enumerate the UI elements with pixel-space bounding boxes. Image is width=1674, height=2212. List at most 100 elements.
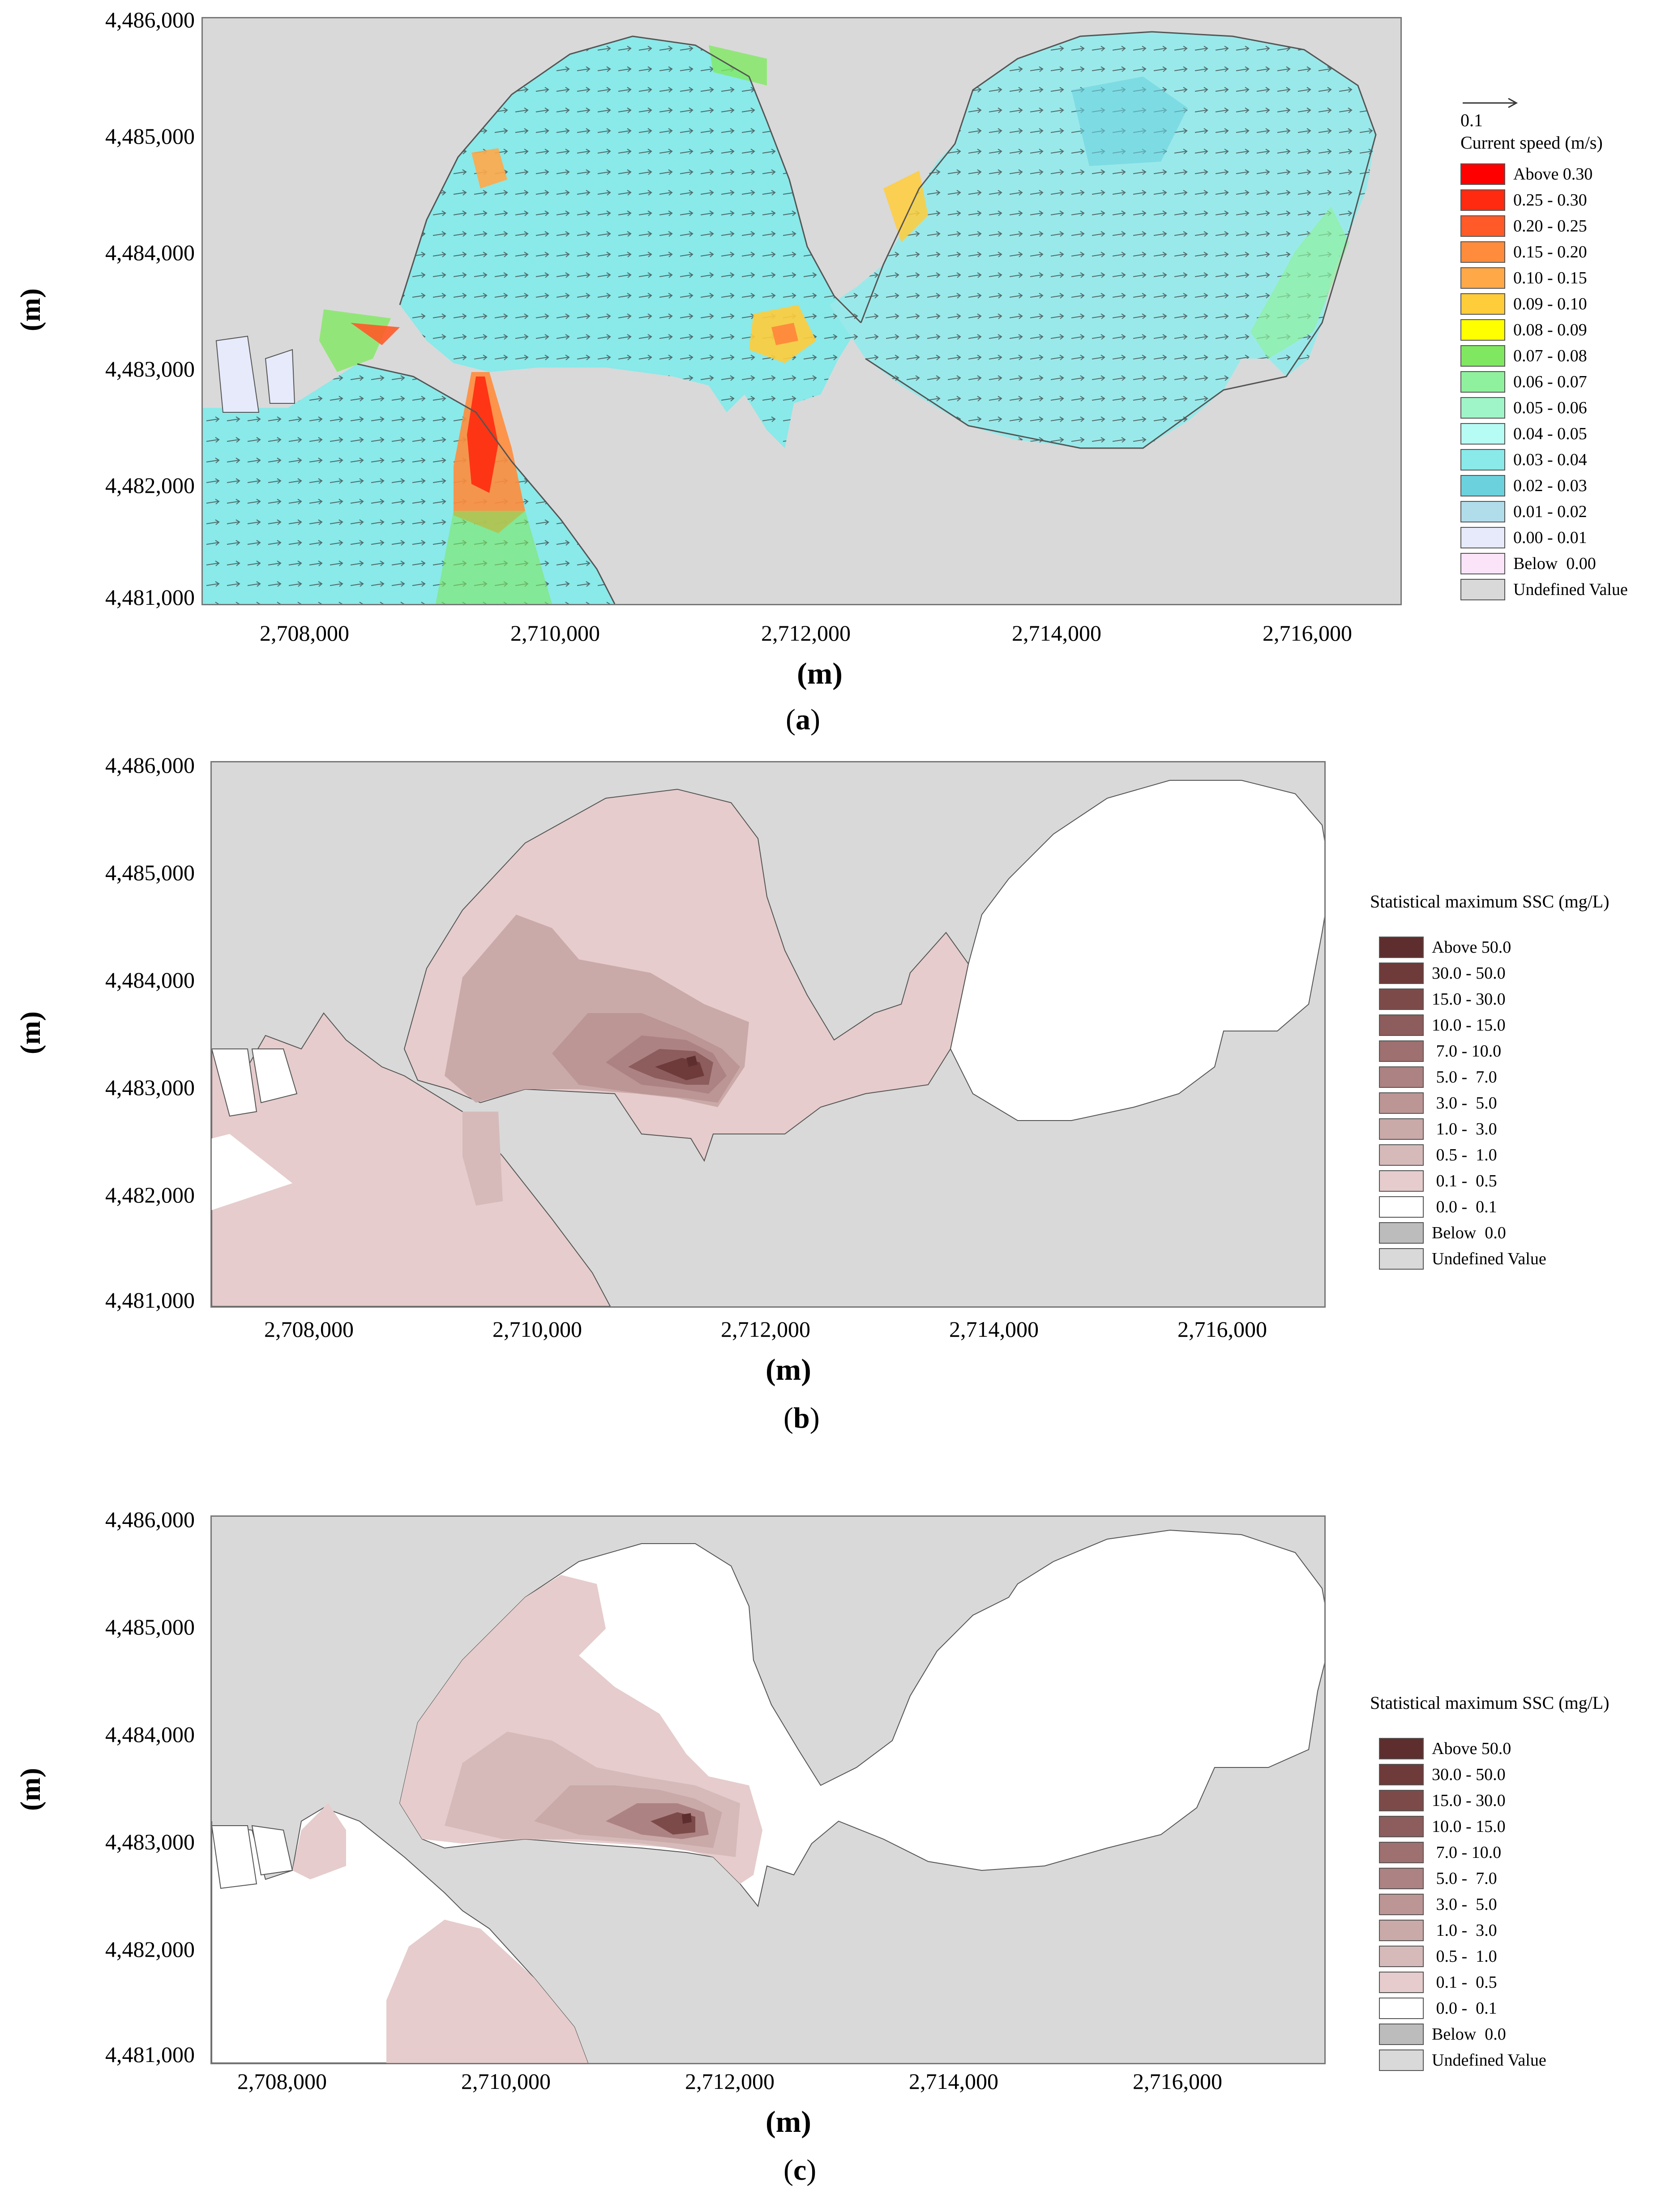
legend-swatch <box>1379 1040 1424 1062</box>
west-shore-plume <box>292 1803 346 1879</box>
legend-label: 0.00 - 0.01 <box>1513 528 1587 547</box>
legend-swatch <box>1460 345 1505 367</box>
x-tick-label: 2,708,000 <box>260 620 349 646</box>
panel-b-ssc-map: 4,486,000 4,485,000 4,484,000 4,483,000 … <box>0 748 1674 1482</box>
y-tick-label: 4,486,000 <box>105 1507 195 1532</box>
legend-item: 0.10 - 0.15 <box>1460 265 1628 291</box>
legend-item: 0.09 - 0.10 <box>1460 291 1628 317</box>
x-axis-label: (m) <box>797 656 843 690</box>
legend-swatch <box>1379 1790 1424 1811</box>
legend-swatch <box>1460 215 1505 237</box>
legend-item: 7.0 - 10.0 <box>1379 1840 1609 1865</box>
legend-label: 3.0 - 5.0 <box>1432 1094 1497 1112</box>
legend-swatch <box>1379 1946 1424 1967</box>
jetty <box>251 1048 298 1104</box>
east-inlet-hotspot <box>883 171 928 242</box>
legend-label: 7.0 - 10.0 <box>1432 1042 1502 1061</box>
x-tick-label: 2,708,000 <box>237 2069 327 2094</box>
y-tick-label: 4,482,000 <box>105 1182 195 1207</box>
x-axis-label: (m) <box>766 1352 811 1386</box>
coastline <box>860 31 1377 449</box>
current-speed-legend: Current speed (m/s) Above 0.30 0.25 - 0.3… <box>1460 132 1628 603</box>
legend-item: 0.05 - 0.06 <box>1460 395 1628 421</box>
legend-item: 15.0 - 30.0 <box>1379 1788 1609 1814</box>
legend-swatch <box>1379 1738 1424 1759</box>
y-tick-label: 4,486,000 <box>105 7 195 32</box>
legend-item: Above 0.30 <box>1460 161 1628 187</box>
y-tick-label: 4,481,000 <box>105 1288 195 1313</box>
legend-title: Statistical maximum SSC (mg/L) <box>1370 1693 1610 1713</box>
channel-hotspot-core <box>771 323 798 345</box>
west-shore-plume <box>462 1112 503 1206</box>
legend-item: 0.0 - 0.1 <box>1379 1995 1609 2021</box>
legend-label: 15.0 - 30.0 <box>1432 1791 1506 1810</box>
y-axis-label: (m) <box>14 1011 46 1054</box>
panel-letter: b <box>793 1402 810 1434</box>
jetty <box>251 1825 293 1876</box>
legend-swatch <box>1379 1816 1424 1837</box>
y-tick-label: 4,482,000 <box>105 1937 195 1962</box>
legend-label: 0.06 - 0.07 <box>1513 372 1587 391</box>
legend-swatch <box>1379 1170 1424 1192</box>
legend-label: 3.0 - 5.0 <box>1432 1895 1497 1914</box>
current-speed-map <box>201 17 1402 605</box>
legend-swatch <box>1460 553 1505 574</box>
x-tick-label: 2,710,000 <box>492 1317 582 1342</box>
legend-swatch <box>1460 189 1505 211</box>
legend-title: Statistical maximum SSC (mg/L) <box>1370 891 1610 911</box>
legend-label: Undefined Value <box>1432 2051 1546 2070</box>
ssc-map-b <box>210 761 1326 1308</box>
y-tick-label: 4,484,000 <box>105 240 195 265</box>
legend-item: Below 0.0 <box>1379 1220 1609 1246</box>
inlet-jet-fan <box>436 511 552 604</box>
legend-label: 1.0 - 3.0 <box>1432 1921 1497 1940</box>
coastline <box>357 363 616 604</box>
reference-arrow <box>1462 94 1520 114</box>
legend-swatch <box>1379 1920 1424 1941</box>
legend-swatch <box>1379 1144 1424 1166</box>
legend-item: 15.0 - 30.0 <box>1379 986 1609 1012</box>
ssc-legend-c: Statistical maximum SSC (mg/L) Above 50.… <box>1370 1692 1609 2073</box>
legend-swatch <box>1460 267 1505 289</box>
legend-swatch <box>1379 1894 1424 1915</box>
legend-item: 0.02 - 0.03 <box>1460 473 1628 499</box>
reference-arrow-icon <box>1463 98 1518 108</box>
inlet-jet-west-core <box>351 323 400 345</box>
legend-label: 0.1 - 0.5 <box>1432 1973 1497 1992</box>
inlet-jet-core <box>467 377 498 493</box>
legend-swatch <box>1379 1868 1424 1889</box>
legend-label: 0.0 - 0.1 <box>1432 1198 1497 1216</box>
legend-item: 1.0 - 3.0 <box>1379 1116 1609 1142</box>
legend-label: Below 0.0 <box>1432 1224 1506 1242</box>
legend-label: 0.05 - 0.06 <box>1513 398 1587 417</box>
ssc-map-b-plot <box>212 780 1324 1306</box>
legend-item: 0.5 - 1.0 <box>1379 1943 1609 1969</box>
legend-swatch <box>1460 293 1505 315</box>
legend-label: 0.15 - 0.20 <box>1513 243 1587 261</box>
x-tick-label: 2,716,000 <box>1177 1317 1267 1342</box>
west-bay-vectors <box>203 345 615 604</box>
legend-swatch <box>1379 2049 1424 2071</box>
legend-swatch <box>1379 1092 1424 1114</box>
x-tick-label: 2,710,000 <box>461 2069 551 2094</box>
legend-label: 30.0 - 50.0 <box>1432 1765 1506 1784</box>
x-tick-label: 2,716,000 <box>1133 2069 1222 2094</box>
x-tick-label: 2,712,000 <box>721 1317 810 1342</box>
legend-label: 30.0 - 50.0 <box>1432 964 1506 983</box>
y-tick-label: 4,481,000 <box>105 2042 195 2067</box>
east-bay-fast-zone <box>1250 206 1349 359</box>
legend-label: 0.1 - 0.5 <box>1432 1172 1497 1190</box>
legend-label: 10.0 - 15.0 <box>1432 1817 1506 1836</box>
legend-swatch <box>1379 1014 1424 1036</box>
y-tick-label: 4,484,000 <box>105 967 195 993</box>
legend-swatch <box>1460 527 1505 548</box>
legend-swatch <box>1460 423 1505 445</box>
legend-label: Below 0.00 <box>1513 554 1596 573</box>
legend-label: 0.5 - 1.0 <box>1432 1947 1497 1966</box>
legend-swatch <box>1379 1972 1424 1993</box>
legend-label: 0.07 - 0.08 <box>1513 347 1587 365</box>
legend-label: 1.0 - 3.0 <box>1432 1120 1497 1138</box>
legend-label: Above 50.0 <box>1432 938 1511 957</box>
legend-swatch <box>1379 1998 1424 2019</box>
legend-label: 5.0 - 7.0 <box>1432 1869 1497 1888</box>
